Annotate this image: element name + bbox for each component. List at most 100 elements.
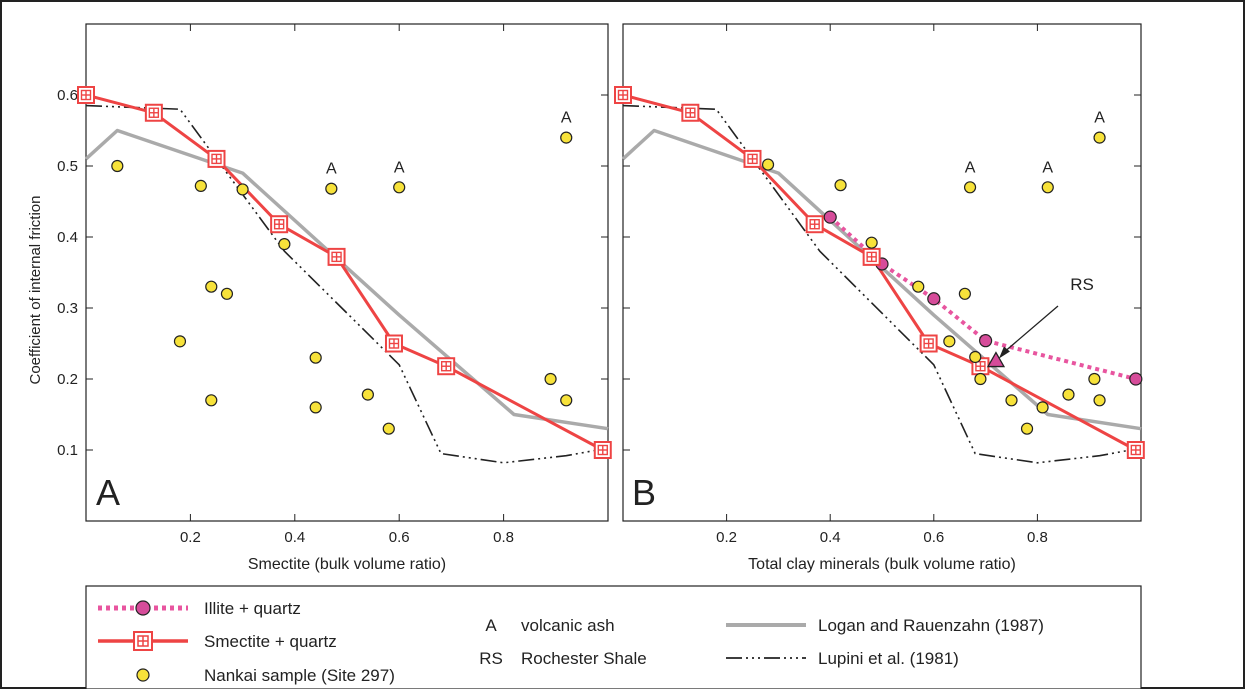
legend-illite-marker <box>135 600 151 616</box>
panel-b-illite-point <box>823 210 837 224</box>
panel-b-x-label: Total clay minerals (bulk volume ratio) <box>748 556 1016 573</box>
panel-b-nankai-point <box>958 287 971 300</box>
panel-a-nankai-point <box>309 401 322 414</box>
panel-a-smectite-point <box>593 441 612 459</box>
panel-a-smectite-point <box>327 247 346 266</box>
panel-a-nankai-point <box>560 394 573 407</box>
panel-a-smectite-point <box>437 357 456 376</box>
panel-a-nankai-point <box>205 394 218 407</box>
panel-b-nankai-point <box>963 181 977 194</box>
legend-smectite: Smectite + quartz <box>98 631 337 651</box>
panel-a-y-tick-label: 0.2 <box>57 371 78 388</box>
panel-a: 0.2 0.4 0.6 0.8 0.1 0.2 0.3 0.4 0.5 0.6 A A A A Sme… <box>57 23 612 573</box>
panel-b-x-tick-label: 0.8 <box>1027 529 1048 546</box>
panel-a-nankai-point <box>111 159 124 173</box>
legend-nankai-label: Nankai sample (Site 297) <box>204 666 395 685</box>
legend-rs-symbol: RS <box>479 649 503 668</box>
panel-a-y-tick-label: 0.5 <box>57 158 78 175</box>
panel-a-ticks: 0.2 0.4 0.6 0.8 0.1 0.2 0.3 0.4 0.5 0.6 <box>57 24 608 546</box>
panel-a-nankai-point <box>544 372 557 386</box>
legend-logan: Logan and Rauenzahn (1987) <box>726 616 1044 635</box>
panel-b-smectite-point <box>805 215 824 234</box>
panel-b-x-tick-label: 0.2 <box>716 529 737 546</box>
panel-b-nankai-point <box>865 236 878 249</box>
panel-b-nankai-point <box>1093 394 1106 407</box>
legend-ash: A volcanic ash <box>485 616 614 635</box>
panel-a-nankai-point <box>236 183 249 196</box>
panel-a-smectite-point <box>384 334 403 353</box>
legend-frame <box>85 585 1142 689</box>
panel-b-label: B <box>632 472 656 513</box>
legend: Illite + quartz Smectite + quartz Nankai… <box>85 585 1142 689</box>
panel-a-nankai-point <box>309 351 322 364</box>
panel-a-nankai-point <box>205 280 218 293</box>
panel-a-nankai-point <box>393 181 406 194</box>
legend-nankai: Nankai sample (Site 297) <box>136 666 395 685</box>
panel-b-illite-line <box>828 215 1137 381</box>
legend-illite: Illite + quartz <box>98 599 301 618</box>
panel-a-series: A A A <box>77 86 612 464</box>
panel-a-smectite-point <box>77 86 95 104</box>
panel-a-nankai-point <box>194 179 207 192</box>
panel-a-y-tick-label: 0.3 <box>57 300 78 317</box>
panel-a-nankai-point <box>173 335 187 348</box>
panel-b-nankai-point <box>912 280 925 293</box>
legend-nankai-marker <box>136 668 150 682</box>
panel-b-smectite-point <box>1126 441 1145 459</box>
panel-b-logan-line <box>621 128 1142 431</box>
panel-b-smectite-point <box>614 86 632 104</box>
panel-a-ash-annotation: A <box>394 159 405 176</box>
panel-b-nankai-point <box>761 158 775 171</box>
panel-a-y-tick-label: 0.1 <box>57 442 78 459</box>
panel-a-x-tick-label: 0.6 <box>389 529 410 546</box>
panel-b-series: RS A A A <box>614 86 1145 464</box>
panel-a-nankai-point <box>220 287 234 300</box>
panel-b-ash-annotation: A <box>965 159 976 176</box>
panel-a-x-label: Smectite (bulk volume ratio) <box>248 556 446 573</box>
panel-a-x-tick-label: 0.8 <box>493 529 514 546</box>
panel-b-illite-point <box>978 334 993 348</box>
rs-arrow-head <box>998 346 1010 359</box>
panel-b-x-tick-label: 0.4 <box>820 529 841 546</box>
panel-a-y-tick-label: 0.4 <box>57 229 78 246</box>
panel-b-smectite-point <box>919 334 938 353</box>
panel-b-nankai-point <box>1020 422 1034 435</box>
panel-b-nankai-point <box>1005 394 1018 407</box>
panel-b-illite-point <box>1129 372 1143 386</box>
legend-ash-symbol: A <box>485 616 497 635</box>
rs-label: RS <box>1070 275 1094 294</box>
panel-b-ticks: 0.2 0.4 0.6 0.8 <box>623 24 1141 546</box>
rs-triangle-marker <box>986 351 1006 368</box>
y-axis-label: Coefficient of internal friction <box>27 196 44 385</box>
panel-a-nankai-point <box>382 422 395 435</box>
panel-b-nankai-point <box>974 372 987 386</box>
legend-ash-label: volcanic ash <box>521 616 615 635</box>
panel-a-x-tick-label: 0.2 <box>180 529 201 546</box>
panel-a-nankai-point <box>278 238 291 251</box>
legend-smectite-marker <box>133 631 153 651</box>
panel-a-ash-annotation: A <box>561 110 572 127</box>
panel-b-nankai-point <box>1088 372 1101 386</box>
panel-b-smectite-point <box>743 149 762 168</box>
panel-a-y-tick-label: 0.6 <box>57 87 78 104</box>
legend-lupini-label: Lupini et al. (1981) <box>818 649 959 668</box>
panel-a-smectite-point <box>144 103 163 122</box>
panel-b-nankai-point <box>1036 401 1049 414</box>
panel-b-smectite-point <box>862 247 881 266</box>
panel-b-smectite-point <box>681 103 700 122</box>
panel-a-x-tick-label: 0.4 <box>284 529 305 546</box>
panel-b-ash-annotation: A <box>1094 110 1105 127</box>
panel-b-illite-point <box>927 292 941 306</box>
panel-b-ash-annotation: A <box>1042 159 1053 176</box>
panel-b-lupini-line <box>622 104 1131 464</box>
legend-rs-label: Rochester Shale <box>521 649 647 668</box>
panel-a-nankai-point <box>361 388 374 401</box>
panel-a-smectite-point <box>270 215 289 234</box>
panel-b-nankai-point <box>943 335 956 348</box>
panel-b-x-tick-label: 0.6 <box>923 529 944 546</box>
legend-rs: RS Rochester Shale <box>479 649 647 668</box>
panel-a-label: A <box>96 472 120 513</box>
panel-a-nankai-point <box>325 182 338 195</box>
panel-a-smectite-point <box>207 149 226 168</box>
